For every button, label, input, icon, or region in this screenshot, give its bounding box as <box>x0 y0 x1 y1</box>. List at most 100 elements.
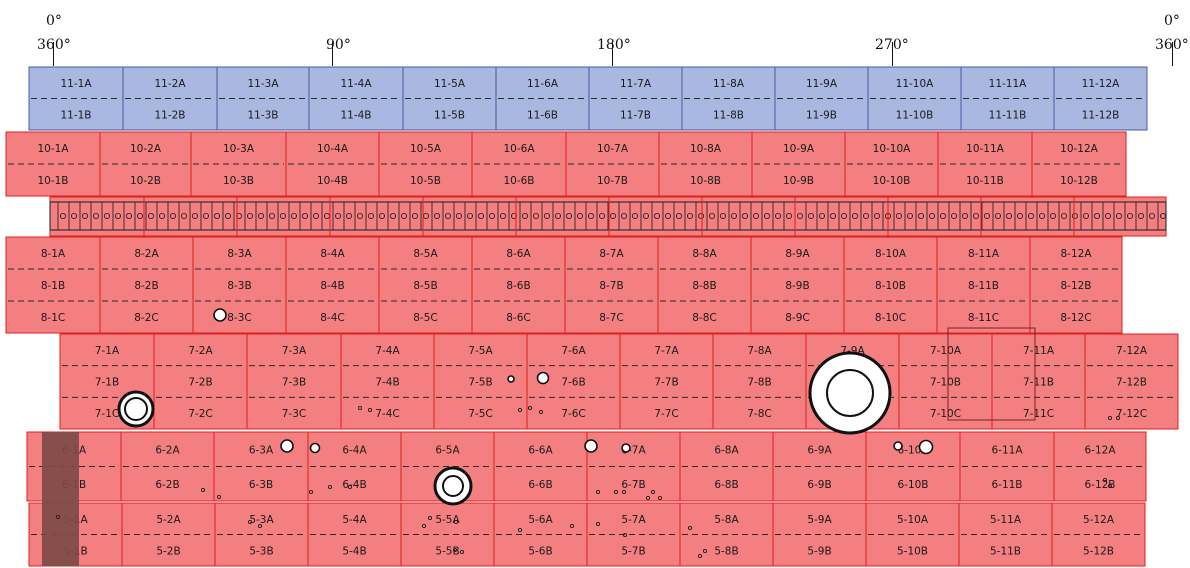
tier-7: 7-1A 7-1B 7-1C 7-2A 7-2B 7-2C 7-3A 7-3B 7-3C 7-4A… <box>59 333 1179 430</box>
segment-label: 6-2B <box>155 479 179 491</box>
tier-9-bolt-hole <box>588 212 595 219</box>
segment-label: 8-8A <box>692 248 717 260</box>
segment-label: 8-12B <box>1060 280 1091 292</box>
tier-9-bolt-hole <box>720 212 727 219</box>
tier-9-bolt-hole <box>1028 212 1035 219</box>
segment-label: 10-3B <box>223 175 254 187</box>
small-defect-dot <box>595 489 601 495</box>
segment-label: 5-2A <box>156 514 181 526</box>
segment-5-3: 5-3A 5-3B <box>214 502 309 567</box>
tier-9-bolt-hole <box>71 212 78 219</box>
tier-9-bolt-hole <box>290 212 297 219</box>
tier-9-bolt-hole <box>940 212 947 219</box>
segment-6-8: 6-8A 6-8B <box>679 431 774 502</box>
segment-label: 8-2A <box>134 248 159 260</box>
segment-label: 10-1A <box>37 143 69 155</box>
segment-6-4: 6-4A 6-4B <box>307 431 402 502</box>
segment-label: 10-11A <box>966 143 1005 155</box>
segment-label: 10-10A <box>873 143 912 155</box>
segment-6-6: 6-6A 6-6B <box>493 431 588 502</box>
tier-9-bolt-hole <box>213 212 220 219</box>
small-opening-marker <box>507 375 515 383</box>
tier-8: 8-1A 8-1B 8-1C 8-2A 8-2B 8-2C 8-3A 8-3B 8-3C 8-4A… <box>5 236 1123 334</box>
segment-label: 11-11A <box>989 78 1028 90</box>
small-defect-dot <box>327 484 333 490</box>
tier-9-bolt-hole <box>973 212 980 219</box>
tier-9-bolt-hole <box>136 212 143 219</box>
segment-label: 11-1B <box>60 109 91 121</box>
segment-label: 7-2C <box>188 408 212 420</box>
segment-7-5: 7-5A 7-5B 7-5C <box>433 333 528 430</box>
segment-label: 8-3A <box>227 248 252 260</box>
angle-label-0-left: 0° <box>46 13 62 29</box>
small-defect-dot <box>216 494 222 500</box>
segment-label: 8-4A <box>320 248 345 260</box>
tier-8-band <box>5 236 1123 334</box>
tier-9-bolt-hole <box>115 212 122 219</box>
tier-9-bolt-hole <box>984 212 991 219</box>
segment-label: 6-6A <box>528 444 553 456</box>
tier-9-bolt-hole <box>863 212 870 219</box>
angle-label-180: 180° <box>597 37 631 53</box>
tier-9-bolt-hole <box>126 212 133 219</box>
segment-label: 11-3B <box>247 109 278 121</box>
tier-9-bolt-hole <box>522 212 529 219</box>
small-defect-dot <box>1107 415 1113 421</box>
segment-11-12: 11-12A 11-12B <box>1053 66 1148 131</box>
small-defect-dot <box>687 525 693 531</box>
segment-7-12: 7-12A 7-12B 7-12C <box>1084 333 1179 430</box>
tier-9-bolt-hole <box>499 212 506 219</box>
segment-label: 5-10A <box>897 514 929 526</box>
segment-label: 7-8A <box>747 345 772 357</box>
segment-label: 8-6C <box>506 312 530 324</box>
segment-7-4: 7-4A 7-4B 7-4C <box>340 333 435 430</box>
tier-9-bolt-hole <box>599 212 606 219</box>
tier-9-bolt-hole <box>169 212 176 219</box>
angle-label-0-right: 0° <box>1164 13 1180 29</box>
highlight-box <box>947 327 1036 421</box>
segment-label: 8-2B <box>134 280 158 292</box>
segment-10-9: 10-9A 10-9B <box>751 131 846 197</box>
segment-7-8: 7-8A 7-8B 7-8C <box>712 333 807 430</box>
tier-9-bolt-hole <box>665 212 672 219</box>
tier-9-bolt-hole <box>104 212 111 219</box>
segment-label: 8-9A <box>785 248 810 260</box>
small-defect-dot <box>621 489 627 495</box>
segment-label: 8-1C <box>41 312 65 324</box>
tier-9-bolt-hole <box>1083 212 1090 219</box>
segment-label: 6-3B <box>249 479 273 491</box>
segment-label: 8-1A <box>41 248 66 260</box>
segment-label: 10-10B <box>873 175 911 187</box>
segment-label: 6-2A <box>155 444 180 456</box>
tier-9-bolt-hole <box>466 212 473 219</box>
segment-label: 7-3A <box>282 345 307 357</box>
segment-label: 11-9A <box>806 78 838 90</box>
tier-9-bolt-hole <box>786 212 793 219</box>
segment-label: 7-4A <box>375 345 400 357</box>
tier-9-bolt-hole <box>1050 212 1057 219</box>
segment-label: 6-7B <box>621 479 645 491</box>
segment-label: 8-4C <box>320 312 344 324</box>
segment-11-4: 11-4A 11-4B <box>308 66 404 131</box>
small-defect-dot <box>595 521 601 527</box>
segment-label: 5-12B <box>1083 545 1114 557</box>
segment-10-5: 10-5A 10-5B <box>378 131 473 197</box>
segment-label: 5-4B <box>342 545 366 557</box>
segment-label: 7-6A <box>561 345 586 357</box>
tier-9-bolt-hole <box>279 212 286 219</box>
small-defect-dot <box>200 487 206 493</box>
segment-label: 7-11A <box>1023 345 1055 357</box>
tier-9-bolt-hole <box>698 212 705 219</box>
segment-8-2: 8-2A 8-2B 8-2C <box>99 236 194 334</box>
segment-label: 8-2C <box>134 312 158 324</box>
tier-9-bolt-hole <box>687 212 694 219</box>
segment-7-3: 7-3A 7-3B 7-3C <box>246 333 342 430</box>
segment-label: 11-11B <box>989 109 1027 121</box>
segment-5-9: 5-9A 5-9B <box>772 502 867 567</box>
tier-9-bolt-hole <box>1138 212 1145 219</box>
segment-label: 6-8A <box>714 444 739 456</box>
segment-cell-border <box>1029 236 1123 334</box>
tier-9-bolt-hole <box>797 212 804 219</box>
tier-9-bolt-hole <box>918 212 925 219</box>
